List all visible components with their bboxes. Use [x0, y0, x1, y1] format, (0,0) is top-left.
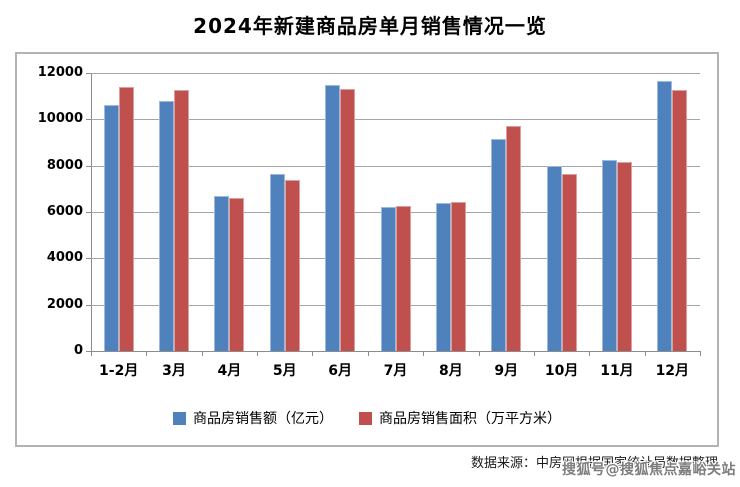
bar-sales-amount-5月: [269, 173, 285, 351]
bar-sales-amount-3月: [159, 100, 175, 351]
y-axis-tick-label: 4000: [46, 250, 83, 266]
y-axis-tick-label: 12000: [37, 65, 83, 80]
y-axis-tick: [86, 165, 91, 167]
legend-swatch-sales-amount: [173, 411, 186, 425]
x-axis-category-label: 10月: [544, 363, 579, 379]
legend-swatch-sales-area: [359, 411, 372, 425]
bar-sales-area-6月: [340, 89, 356, 351]
bar-sales-area-10月: [561, 173, 577, 351]
x-axis-tick: [533, 351, 535, 356]
gridline: [91, 165, 700, 167]
x-axis-category-label: 7月: [383, 363, 408, 379]
bar-sales-area-1-2月: [118, 86, 134, 351]
y-axis-tick-label: 6000: [46, 204, 83, 219]
y-axis-tick-label: 2000: [46, 296, 83, 312]
y-axis-tick: [86, 258, 91, 260]
y-axis-tick-label: 0: [73, 343, 83, 358]
x-axis-category-label: 12月: [655, 363, 690, 379]
x-axis-tick: [201, 351, 203, 356]
bar-sales-area-5月: [284, 179, 300, 351]
bar-sales-area-8月: [450, 201, 466, 351]
y-axis-tick: [86, 73, 91, 74]
x-axis-category-label: 11月: [600, 363, 634, 379]
x-axis-tick: [478, 351, 480, 356]
bar-sales-area-4月: [229, 198, 245, 351]
plot-area: [86, 73, 701, 356]
x-axis-tick: [644, 351, 646, 356]
x-axis-tick: [589, 351, 591, 356]
gridline: [91, 73, 700, 74]
bar-sales-area-11月: [616, 162, 632, 351]
bar-sales-amount-6月: [325, 84, 341, 351]
y-axis-tick: [86, 351, 91, 352]
y-axis-tick: [86, 119, 91, 121]
x-axis-tick: [257, 351, 259, 356]
x-axis-category-label: 4月: [217, 363, 242, 379]
y-axis-tick: [86, 304, 91, 306]
bar-sales-amount-10月: [546, 165, 562, 351]
y-axis-tick-label: 10000: [37, 111, 83, 127]
bar-sales-amount-12月: [657, 81, 673, 351]
chart-title: 2024年新建商品房单月销售情况一览: [193, 14, 547, 38]
x-axis-tick: [91, 351, 92, 356]
x-axis-tick: [423, 351, 425, 356]
legend: 商品房销售额（亿元） 商品房销售面积（万平方米）: [17, 404, 717, 432]
bar-sales-area-7月: [395, 206, 411, 351]
bar-sales-amount-8月: [435, 202, 451, 351]
bar-sales-amount-7月: [380, 207, 396, 351]
bar-sales-amount-4月: [214, 195, 230, 351]
bar-sales-area-9月: [506, 126, 522, 351]
chart-container: 0 2000 4000 6000 8000 10000 12000 1-2月 3月 4月 5月 6月…: [15, 52, 719, 447]
bar-sales-amount-1-2月: [103, 105, 119, 351]
legend-item-sales-area: 商品房销售面积（万平方米）: [359, 408, 561, 428]
x-axis-tick: [700, 351, 701, 356]
y-axis-tick: [86, 212, 91, 213]
x-axis-category-label: 8月: [438, 363, 463, 379]
bar-sales-amount-9月: [491, 139, 507, 351]
y-axis-tick-label: 8000: [46, 157, 83, 173]
x-axis-tick: [312, 351, 314, 356]
x-axis-line: [91, 351, 700, 352]
x-axis-tick: [146, 351, 148, 356]
legend-label-sales-area: 商品房销售面积（万平方米）: [379, 411, 561, 427]
x-axis-category-label: 6月: [328, 363, 352, 379]
bar-sales-area-12月: [672, 90, 688, 351]
legend-item-sales-amount: 商品房销售额（亿元）: [173, 408, 333, 428]
gridline: [91, 119, 700, 121]
bar-sales-area-3月: [174, 89, 190, 351]
legend-label-sales-amount: 商品房销售额（亿元）: [193, 411, 333, 427]
x-axis-category-label: 5月: [272, 363, 297, 379]
x-axis-tick: [367, 351, 369, 356]
watermark-text: 搜狐号@搜狐焦点嘉峪关站: [562, 462, 736, 478]
x-axis-category-label: 9月: [494, 363, 519, 379]
bar-sales-amount-11月: [601, 159, 617, 351]
data-source-text: 数据来源：中房网根据国家统计局数据整理: [470, 456, 718, 471]
x-axis-category-label: 3月: [162, 363, 186, 379]
x-axis-category-label: 1-2月: [99, 363, 139, 379]
